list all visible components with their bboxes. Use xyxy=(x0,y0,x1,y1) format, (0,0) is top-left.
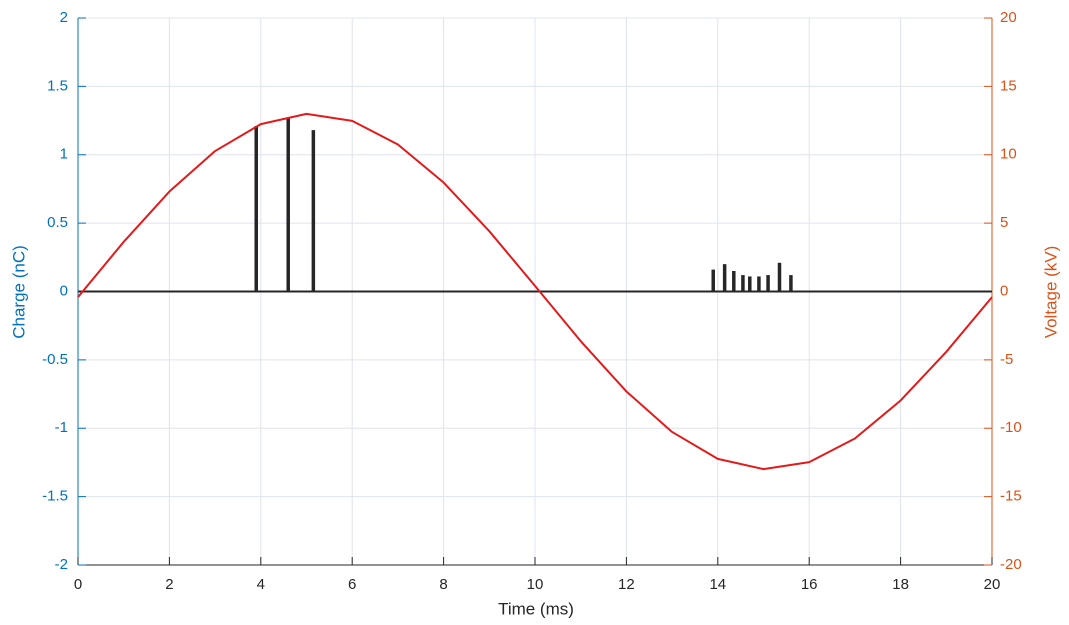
y2-tick-label: 20 xyxy=(1000,9,1017,26)
y-tick-label: 2 xyxy=(60,9,68,26)
y2-tick-label: 15 xyxy=(1000,77,1017,94)
x-tick-label: 20 xyxy=(984,576,1001,593)
y2-tick-label: -5 xyxy=(1000,351,1013,368)
y2-tick-label: -15 xyxy=(1000,488,1022,505)
y-tick-label: -0.5 xyxy=(42,351,68,368)
x-tick-label: 6 xyxy=(348,576,356,593)
x-axis-label: Time (ms) xyxy=(498,599,574,618)
y2-tick-label: -10 xyxy=(1000,419,1022,436)
y2-tick-label: 5 xyxy=(1000,214,1008,231)
x-tick-label: 18 xyxy=(892,576,909,593)
x-tick-label: 10 xyxy=(527,576,544,593)
y2-tick-label: -20 xyxy=(1000,556,1022,573)
x-tick-label: 8 xyxy=(439,576,447,593)
y2-tick-label: 0 xyxy=(1000,282,1008,299)
x-tick-label: 4 xyxy=(257,576,265,593)
y-tick-label: -2 xyxy=(55,556,68,573)
y-tick-label: 0.5 xyxy=(47,214,68,231)
y2-tick-label: 10 xyxy=(1000,146,1017,163)
y-tick-label: 0 xyxy=(60,282,68,299)
y-tick-label: 1 xyxy=(60,146,68,163)
y-axis-label: Charge (nC) xyxy=(9,245,28,339)
x-tick-label: 16 xyxy=(801,576,818,593)
x-tick-label: 2 xyxy=(165,576,173,593)
y-tick-label: 1.5 xyxy=(47,77,68,94)
voltage-line xyxy=(77,112,993,471)
x-tick-label: 12 xyxy=(618,576,635,593)
x-tick-label: 14 xyxy=(709,576,726,593)
y2-axis-label: Voltage (kV) xyxy=(1041,246,1060,339)
y-tick-label: -1.5 xyxy=(42,488,68,505)
y-tick-label: -1 xyxy=(55,419,68,436)
x-tick-label: 0 xyxy=(74,576,82,593)
